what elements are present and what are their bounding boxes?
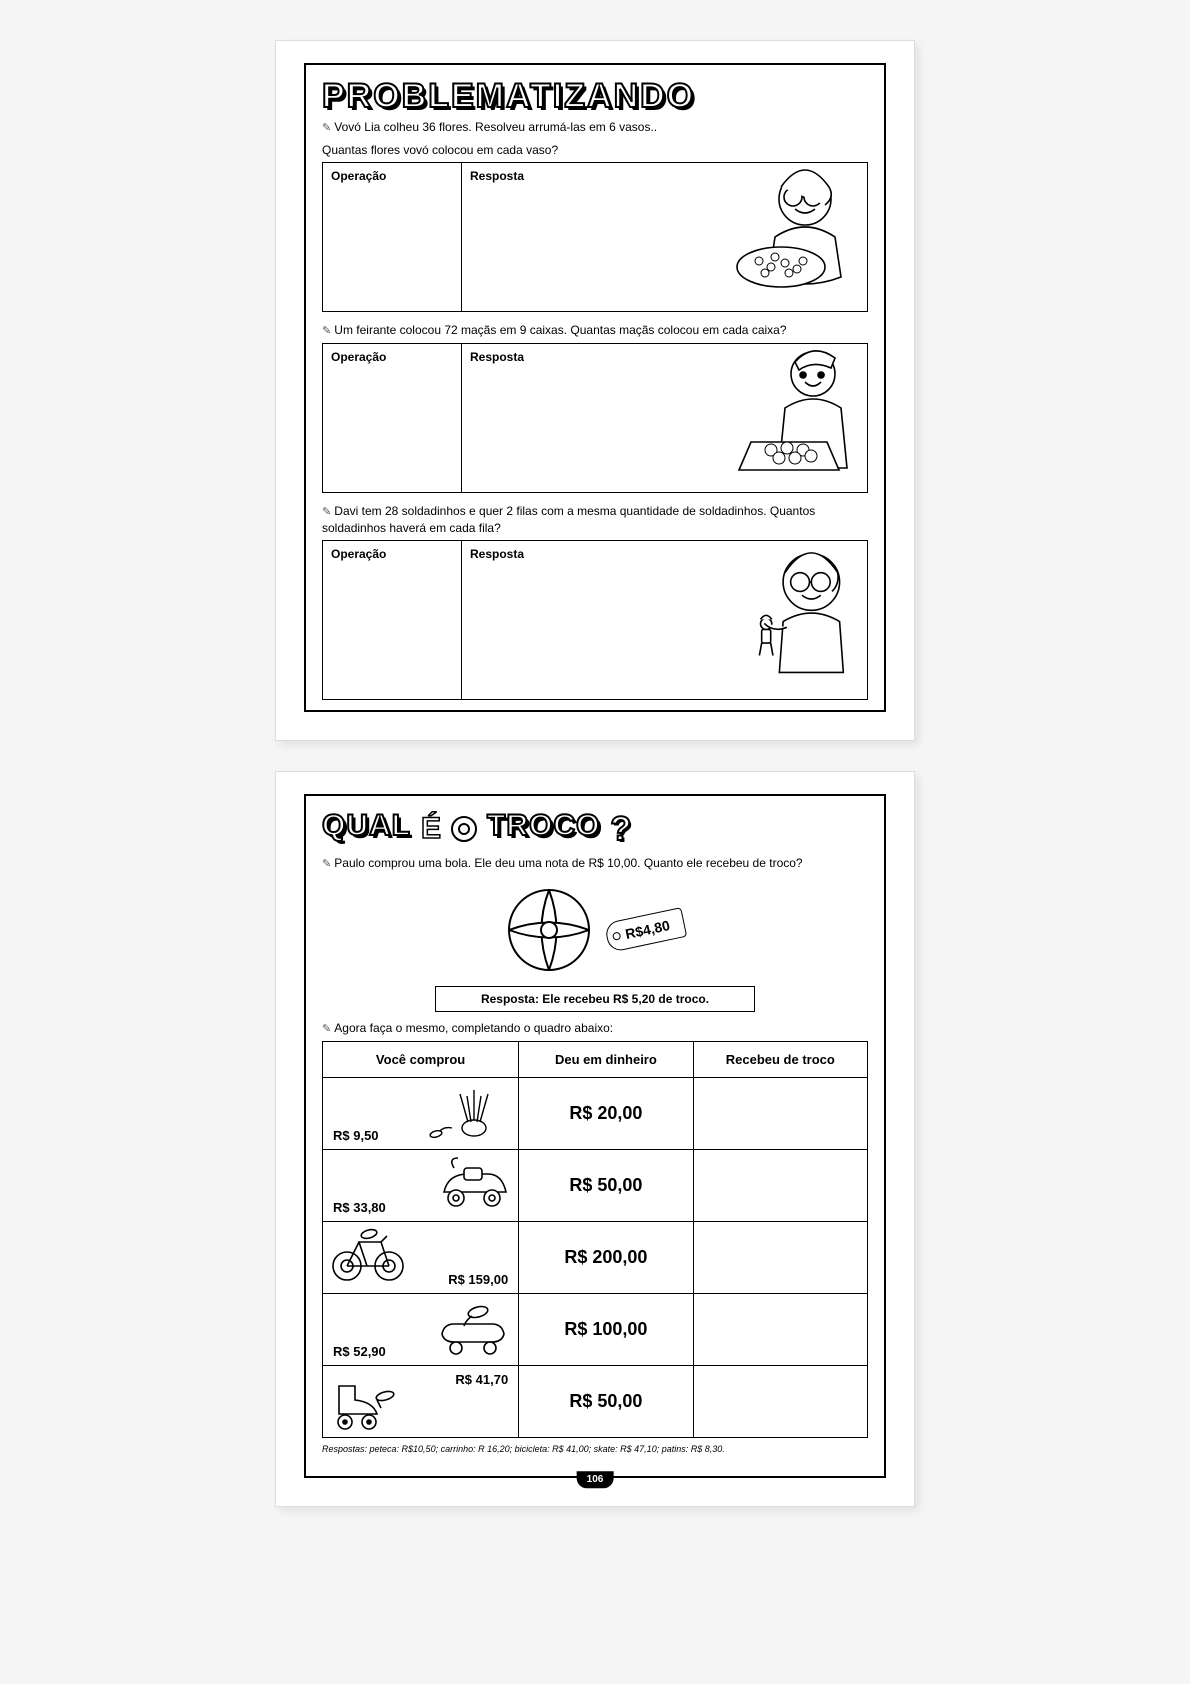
answer-bar: Resposta: Ele recebeu R$ 5,20 de troco.	[435, 986, 755, 1012]
title-qual-e-o-troco: QUAL É TROCO ?	[322, 810, 868, 849]
intro-text: Paulo comprou uma bola. Ele deu uma nota…	[322, 855, 868, 872]
q2-operacao-label: Operação	[323, 344, 461, 370]
item-price: R$ 52,90	[333, 1344, 386, 1359]
cell-troco[interactable]	[693, 1149, 867, 1221]
troco-tbody: R$ 9,50 R$ 20,00	[323, 1077, 868, 1437]
table-row: R$ 41,70 R$ 50,00	[323, 1365, 868, 1437]
title-word-qual: QUAL	[322, 811, 411, 841]
cell-paid: R$ 50,00	[519, 1365, 693, 1437]
table-row: R$ 52,90 R$ 100,00	[323, 1293, 868, 1365]
q2-resposta-box[interactable]: Resposta	[462, 343, 868, 493]
title-problematizando: PROBLEMATIZANDO	[322, 79, 868, 113]
skateboard-icon	[434, 1298, 512, 1356]
troco-table: Você comprou Deu em dinheiro Recebeu de …	[322, 1041, 868, 1438]
item-price: R$ 159,00	[448, 1272, 508, 1287]
q1-resposta-label: Resposta	[462, 163, 867, 189]
q1-resposta-box[interactable]: Resposta	[462, 162, 868, 312]
cell-troco[interactable]	[693, 1221, 867, 1293]
title-word-troco: TROCO	[487, 811, 600, 841]
item-price: R$ 41,70	[455, 1372, 508, 1387]
item-price: R$ 33,80	[333, 1200, 386, 1215]
table-row: R$ 9,50 R$ 20,00	[323, 1077, 868, 1149]
peteca-icon	[434, 1082, 512, 1140]
cell-troco[interactable]	[693, 1077, 867, 1149]
q1-answer-row: Operação Resposta	[322, 162, 868, 312]
worksheet-2: QUAL É TROCO ? Paulo comprou uma bola. E…	[275, 771, 915, 1507]
col-header-deu: Deu em dinheiro	[519, 1041, 693, 1077]
cell-paid: R$ 100,00	[519, 1293, 693, 1365]
ball-figure: R$4,80	[322, 880, 868, 980]
q3-operacao-box[interactable]: Operação	[322, 540, 462, 700]
page-number: 106	[577, 1471, 614, 1488]
q2-resposta-label: Resposta	[462, 344, 867, 370]
cell-bought: R$ 159,00	[323, 1221, 519, 1293]
cell-troco[interactable]	[693, 1365, 867, 1437]
cell-paid: R$ 20,00	[519, 1077, 693, 1149]
cell-bought: R$ 52,90	[323, 1293, 519, 1365]
q3-resposta-box[interactable]: Resposta	[462, 540, 868, 700]
cell-paid: R$ 200,00	[519, 1221, 693, 1293]
toy-car-icon	[434, 1154, 512, 1212]
q1-operacao-box[interactable]: Operação	[322, 162, 462, 312]
q1-text-b: Quantas flores vovó colocou em cada vaso…	[322, 142, 868, 158]
col-header-troco: Recebeu de troco	[693, 1041, 867, 1077]
roller-skate-icon	[329, 1376, 407, 1434]
q1-operacao-label: Operação	[323, 163, 461, 189]
cell-bought: R$ 9,50	[323, 1077, 519, 1149]
ball-pricetag: R$4,80	[604, 907, 688, 953]
q1-text-a: Vovó Lia colheu 36 flores. Resolveu arru…	[322, 119, 868, 136]
bicycle-icon	[329, 1226, 407, 1284]
item-price: R$ 9,50	[333, 1128, 379, 1143]
page-frame-2: QUAL É TROCO ? Paulo comprou uma bola. E…	[304, 794, 886, 1478]
cell-troco[interactable]	[693, 1293, 867, 1365]
answer-key: Respostas: peteca: R$10,50; carrinho: R …	[322, 1444, 868, 1454]
title-letter-o-icon	[451, 816, 477, 842]
title-word-e: É	[421, 812, 441, 846]
table-row: R$ 33,80 R$ 50,00	[323, 1149, 868, 1221]
ball-icon	[504, 885, 594, 975]
cell-bought: R$ 41,70	[323, 1365, 519, 1437]
q3-text: Davi tem 28 soldadinhos e quer 2 filas c…	[322, 503, 868, 536]
cell-paid: R$ 50,00	[519, 1149, 693, 1221]
q2-text: Um feirante colocou 72 maçãs em 9 caixas…	[322, 322, 868, 339]
q2-answer-row: Operação Resposta	[322, 343, 868, 493]
q2-operacao-box[interactable]: Operação	[322, 343, 462, 493]
cell-bought: R$ 33,80	[323, 1149, 519, 1221]
instruction-text: Agora faça o mesmo, completando o quadro…	[322, 1020, 868, 1037]
q3-answer-row: Operação Resposta	[322, 540, 868, 700]
col-header-comprou: Você comprou	[323, 1041, 519, 1077]
title-question-mark: ?	[610, 810, 631, 849]
page-frame: PROBLEMATIZANDO Vovó Lia colheu 36 flore…	[304, 63, 886, 712]
worksheet-1: PROBLEMATIZANDO Vovó Lia colheu 36 flore…	[275, 40, 915, 741]
table-row: R$ 159,00 R$ 200,00	[323, 1221, 868, 1293]
q3-resposta-label: Resposta	[462, 541, 867, 567]
q3-operacao-label: Operação	[323, 541, 461, 567]
